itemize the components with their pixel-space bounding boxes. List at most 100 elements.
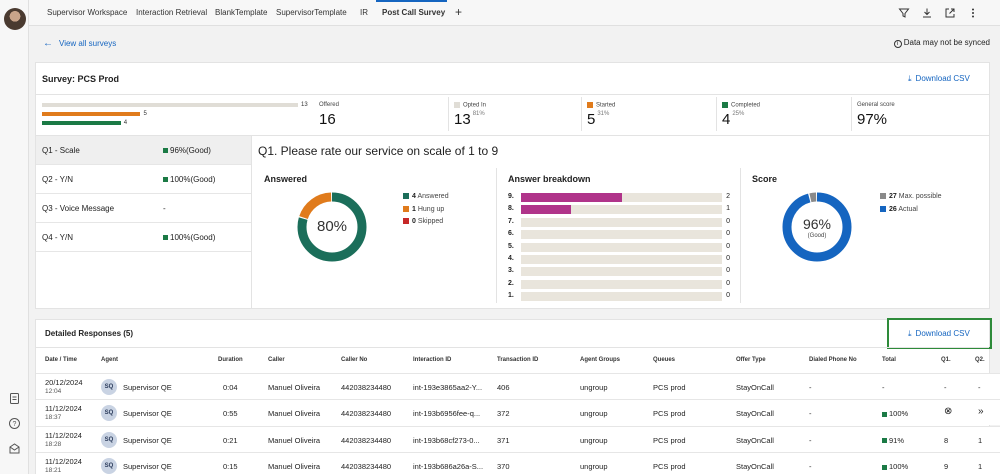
stat-color-swatch: [722, 102, 728, 108]
date-cell: 11/12/2024: [45, 404, 82, 414]
q1-cell[interactable]: ⊗: [944, 406, 953, 418]
offer-type-cell: StayOnCall: [736, 409, 774, 419]
column-header[interactable]: Dialed Phone No: [809, 357, 857, 363]
column-header[interactable]: Caller No: [341, 357, 368, 363]
section-divider: [740, 168, 741, 303]
breakdown-label: 5.: [508, 242, 514, 250]
question-score-text: 100%(Good): [170, 233, 216, 242]
view-all-surveys-link[interactable]: ← View all surveys: [43, 38, 116, 49]
active-tab-indicator: [376, 0, 447, 2]
agent-cell: Supervisor QE: [123, 409, 172, 419]
column-header[interactable]: Q1.: [941, 357, 951, 363]
survey-download-csv-button[interactable]: ⤓ Download CSV: [908, 74, 970, 84]
offer-type-cell: StayOnCall: [736, 383, 774, 392]
column-header[interactable]: Queues: [653, 357, 676, 363]
responses-title: Detailed Responses (5): [45, 329, 134, 338]
offer-type-cell: StayOnCall: [736, 435, 774, 445]
table-row[interactable]: 20/12/2024 12:04 SQ Supervisor QE 0:04 Manuel…: [36, 373, 1000, 399]
stat-label: Started: [587, 102, 615, 109]
caller-cell: Manuel Oliveira: [268, 462, 321, 472]
tab-blank-template[interactable]: BlankTemplate: [215, 8, 268, 17]
download-icon: ⤓: [908, 74, 912, 83]
download-icon[interactable]: [921, 7, 933, 19]
column-header[interactable]: Offer Type: [736, 357, 766, 363]
breakdown-track: [521, 279, 722, 289]
inbox-icon[interactable]: [8, 442, 21, 455]
question-item[interactable]: Q3 - Voice Message -: [36, 194, 251, 223]
sync-note-text: Data may not be synced: [903, 38, 990, 47]
question-title: Q1. Please rate our service on scale of …: [258, 144, 499, 158]
tab-interaction-retrieval[interactable]: Interaction Retrieval: [136, 8, 208, 17]
tab-supervisor-template[interactable]: SupervisorTemplate: [276, 8, 347, 17]
breakdown-track: [521, 193, 722, 202]
column-header[interactable]: Interaction ID: [413, 357, 452, 363]
stat-label-text: Completed: [731, 102, 761, 109]
tab-ir[interactable]: IR: [360, 8, 368, 17]
download-icon: ⤓: [908, 329, 912, 338]
score-center-value: 96%: [802, 216, 832, 232]
stat-value: 97%: [857, 111, 887, 128]
legend-swatch: [880, 193, 886, 200]
open-external-icon[interactable]: [944, 7, 956, 19]
good-indicator: [882, 411, 887, 417]
document-icon[interactable]: [8, 392, 21, 405]
good-indicator: [882, 464, 887, 470]
survey-download-label: Download CSV: [915, 74, 970, 83]
caller-no-cell: 442038234480: [341, 383, 392, 392]
column-header[interactable]: Total: [882, 357, 896, 363]
date-cell: 20/12/2024: [45, 378, 83, 387]
question-score-text: 100%(Good): [170, 175, 216, 184]
column-header[interactable]: Transaction ID: [497, 357, 539, 363]
table-row[interactable]: 11/12/2024 18:28 SQ Supervisor QE 0:21 Manuel…: [36, 425, 1000, 452]
help-icon[interactable]: ?: [8, 417, 21, 430]
column-header[interactable]: Agent Groups: [580, 357, 620, 363]
breakdown-count: 0: [726, 255, 730, 262]
total-text: -: [882, 383, 885, 392]
column-header[interactable]: Caller: [268, 357, 285, 363]
question-item[interactable]: Q4 - Y/N 100%(Good): [36, 223, 251, 252]
total-cell: 100%: [882, 409, 908, 418]
column-header[interactable]: Q2.: [975, 357, 985, 363]
breakdown-label: 7.: [508, 217, 514, 225]
responses-download-csv-button[interactable]: ⤓ Download CSV: [908, 329, 970, 339]
agent-avatar: SQ: [101, 405, 117, 422]
column-header[interactable]: Date / Time: [45, 357, 77, 363]
question-score: -: [163, 204, 166, 213]
question-list-divider: [251, 136, 252, 309]
breakdown-row: 4. 0: [508, 254, 734, 266]
legend-swatch: [403, 193, 409, 200]
breakdown-row: 2. 0: [508, 279, 734, 291]
filter-icon[interactable]: [898, 7, 910, 19]
question-score: 96%(Good): [163, 146, 211, 155]
interaction-id-cell: int-193b68cf273-0...: [413, 435, 480, 445]
more-vertical-icon[interactable]: [967, 7, 979, 19]
column-header[interactable]: Agent: [101, 357, 118, 363]
dialed-phone-cell: -: [809, 435, 812, 445]
q2-cell[interactable]: »: [978, 406, 984, 418]
dialed-phone-cell: -: [809, 409, 812, 419]
add-tab-button[interactable]: +: [455, 5, 463, 19]
breakdown-track: [521, 255, 722, 264]
user-avatar[interactable]: [4, 8, 26, 30]
column-header[interactable]: Duration: [218, 357, 243, 363]
table-row[interactable]: 11/12/2024 18:21 SQ Supervisor QE 0:15 Manuel…: [36, 452, 1000, 474]
queues-cell: PCS prod: [653, 435, 686, 445]
tab-supervisor-workspace[interactable]: Supervisor Workspace: [47, 8, 128, 17]
legend-count: 4: [412, 193, 416, 200]
tab-post-call-survey[interactable]: Post Call Survey: [382, 8, 446, 17]
question-score: 100%(Good): [163, 233, 215, 242]
interaction-id-cell: int-193b686a26a-S...: [413, 462, 484, 472]
question-item[interactable]: Q1 - Scale 96%(Good): [36, 136, 251, 165]
funnel-bar: [42, 103, 298, 107]
legend-count: 1: [412, 205, 416, 213]
caller-cell: Manuel Oliveira: [268, 383, 321, 392]
stat-divider: [716, 97, 717, 131]
agent-groups-cell: ungroup: [580, 462, 608, 472]
caller-no-cell: 442038234480: [341, 409, 392, 419]
question-item[interactable]: Q2 - Y/N 100%(Good): [36, 165, 251, 194]
transaction-id-cell: 371: [497, 435, 510, 445]
legend-swatch: [403, 205, 409, 212]
table-row[interactable]: 11/12/2024 18:37 SQ Supervisor QE 0:55 Manuel…: [36, 399, 1000, 426]
q2-cell: 1: [978, 462, 983, 472]
time-cell: 18:21: [45, 467, 62, 474]
